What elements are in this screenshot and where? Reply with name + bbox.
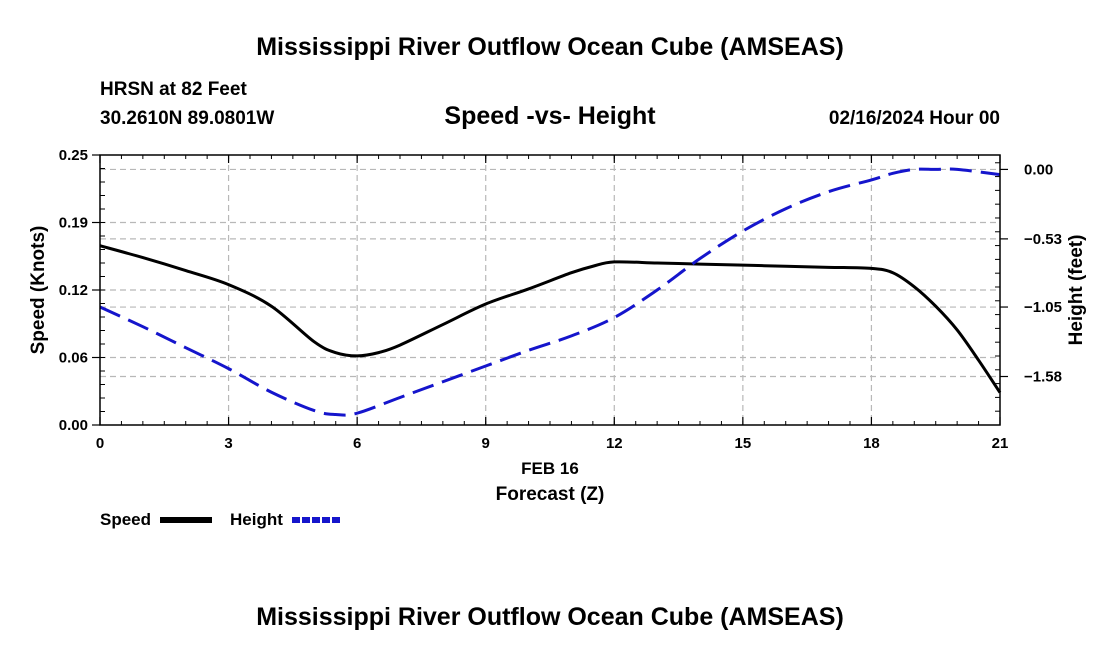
x-axis-date: FEB 16: [521, 459, 579, 478]
series-line-height: [99, 167, 1001, 417]
station-coords: 30.2610N 89.0801W: [100, 108, 274, 129]
x-tick-label: 0: [96, 435, 104, 452]
station-name: HRSN at 82 Feet: [100, 79, 247, 100]
y2-tick-label: −0.53: [1024, 231, 1062, 248]
y2-tick-label: −1.05: [1024, 299, 1062, 316]
y-tick-label: 0.12: [59, 282, 88, 299]
legend-label-speed: Speed: [100, 510, 151, 529]
y2-axis-label: Height (feet): [1066, 235, 1087, 346]
y2-tick-label: 0.00: [1024, 161, 1053, 178]
footer-title: Mississippi River Outflow Ocean Cube (AM…: [256, 603, 844, 631]
x-axis-label: Forecast (Z): [496, 484, 605, 505]
y-axis-label: Speed (Knots): [28, 226, 49, 355]
x-tick-label: 21: [992, 435, 1009, 452]
grid-lines: [100, 155, 1000, 425]
y-tick-label: 0.00: [59, 417, 88, 434]
legend-label-height: Height: [230, 510, 283, 529]
y-tick-label: 0.06: [59, 350, 88, 367]
chart-title: Speed -vs- Height: [444, 102, 656, 130]
series-layer: [99, 167, 1002, 417]
y2-tick-label: −1.58: [1024, 369, 1062, 386]
x-tick-label: 9: [482, 435, 490, 452]
x-tick-label: 12: [606, 435, 623, 452]
y-tick-label: 0.19: [59, 215, 88, 232]
axis-ticks: 0 3 6 9 12 15 18 21 0.00 0.06 0.12 0.19 0.25 0.00 −0.5…: [59, 147, 1062, 452]
x-tick-label: 15: [735, 435, 752, 452]
main-title: Mississippi River Outflow Ocean Cube (AM…: [256, 33, 844, 61]
x-tick-label: 3: [224, 435, 232, 452]
y-tick-label: 0.25: [59, 147, 88, 164]
forecast-datetime: 02/16/2024 Hour 00: [829, 108, 1000, 129]
legend: Speed Height: [100, 510, 342, 529]
series-line-speed: [99, 244, 1002, 394]
x-tick-label: 6: [353, 435, 361, 452]
x-tick-label: 18: [863, 435, 880, 452]
